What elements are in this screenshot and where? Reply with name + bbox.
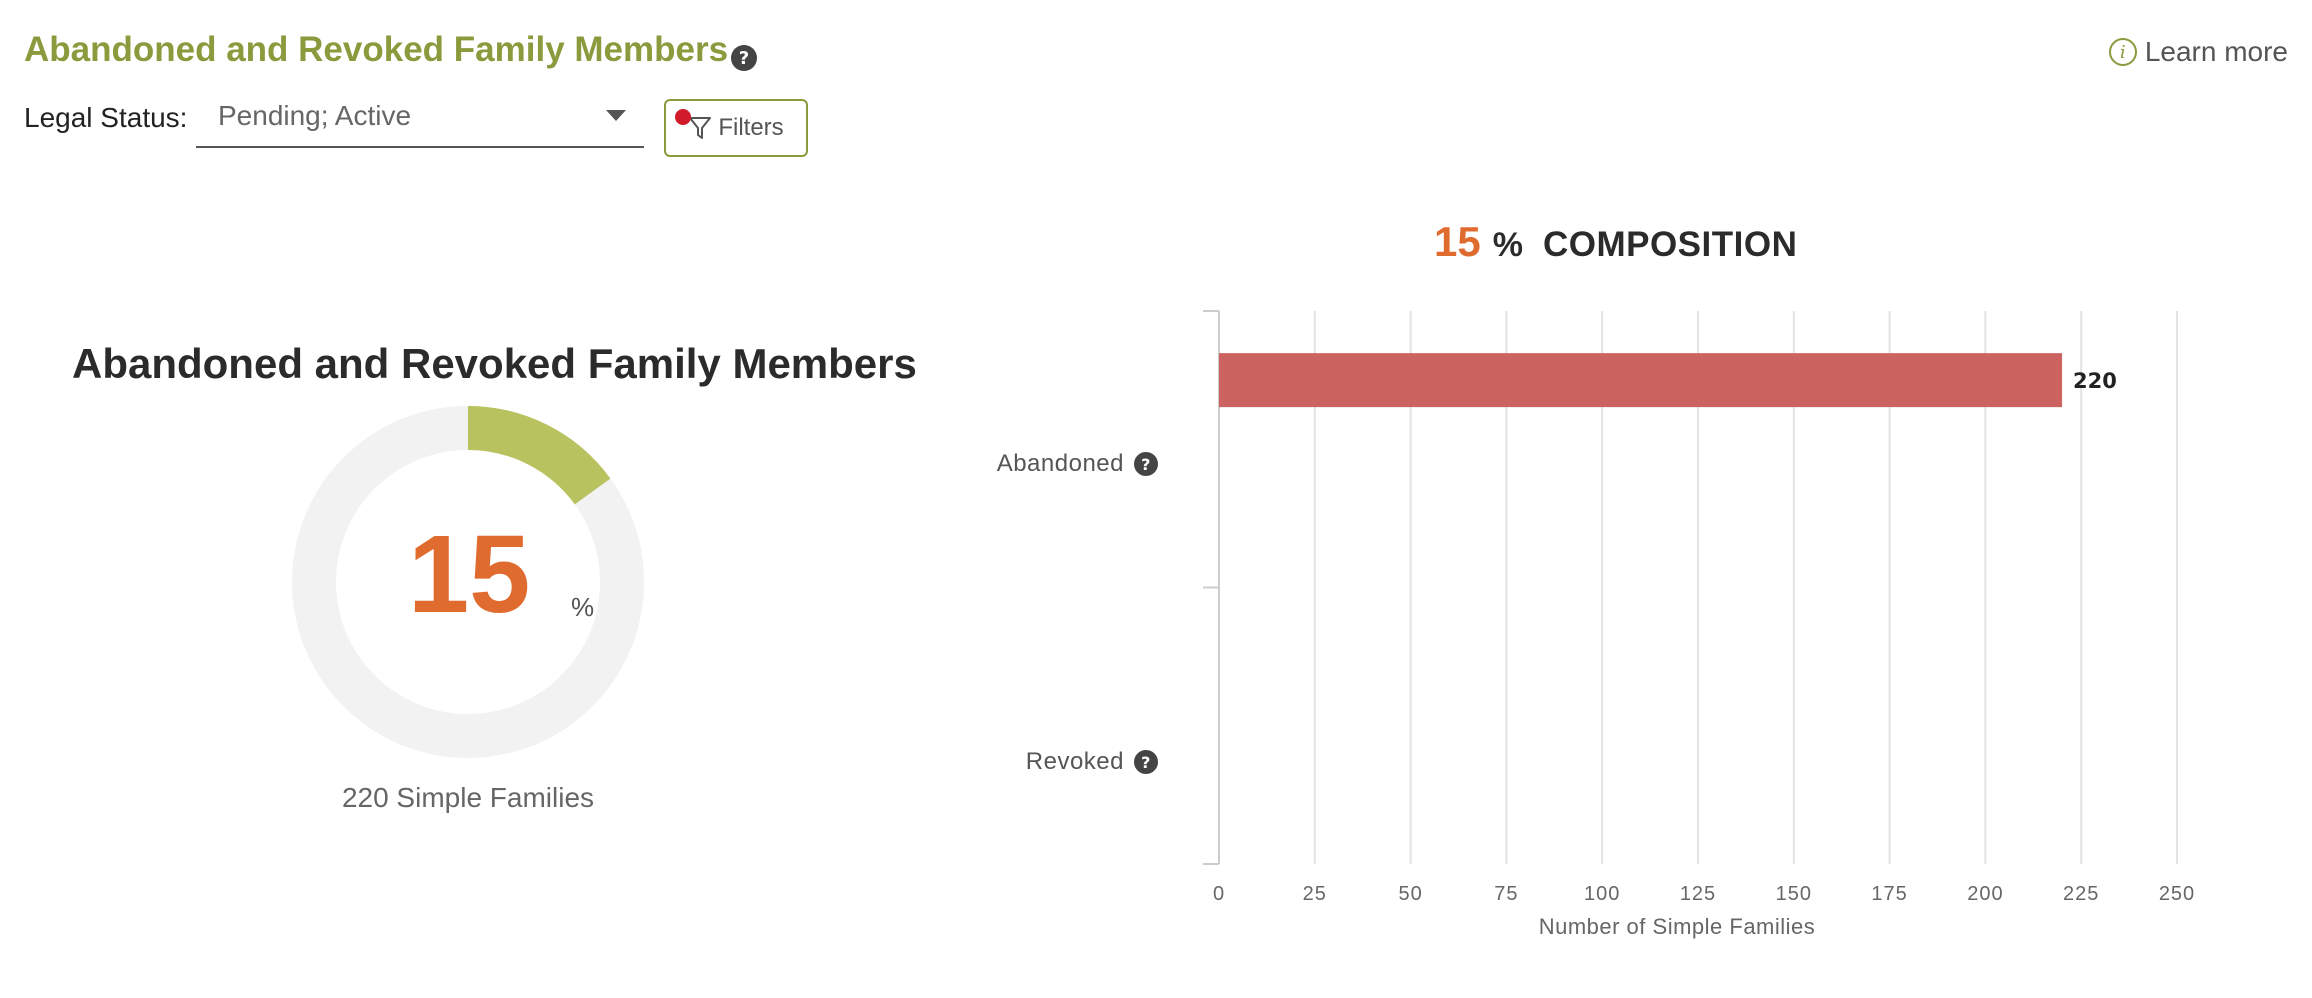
learn-more-label: Learn more	[2144, 36, 2288, 67]
x-tick-label: 100	[1584, 883, 1620, 905]
x-tick-label: 175	[1871, 883, 1907, 905]
donut-value: 15	[408, 513, 531, 636]
donut-caption: 220 Simple Families	[341, 782, 595, 813]
data-label: 220	[2073, 369, 2117, 393]
legal-status-label: Legal Status:	[24, 102, 188, 133]
donut-chart	[292, 406, 644, 758]
x-axis-title: Number of Simple Families	[1539, 914, 1816, 939]
info-icon: i	[2108, 38, 2137, 66]
composition-header: 15 % COMPOSITION	[1434, 218, 1797, 266]
active-filter-indicator	[675, 109, 691, 125]
x-tick-label: 150	[1776, 883, 1812, 905]
learn-more-link[interactable]: i Learn more	[2108, 36, 2288, 68]
donut-arc	[467, 406, 611, 505]
help-icon[interactable]: ?	[1134, 750, 1158, 774]
bar-abandoned	[1219, 353, 2063, 408]
chevron-down-icon	[606, 110, 626, 121]
filters-label: Filters	[718, 114, 784, 141]
x-tick-label: 25	[1303, 883, 1327, 905]
composition-unit: %	[1492, 226, 1523, 264]
category-label-revoked: Revoked ?	[1026, 748, 1158, 776]
legal-status-select[interactable]: Pending; Active	[196, 92, 644, 148]
legal-status-value: Pending; Active	[218, 100, 412, 131]
filter-icon	[689, 117, 712, 139]
x-tick-label: 225	[2063, 883, 2099, 905]
page-title: Abandoned and Revoked Family Members	[24, 30, 729, 69]
donut-title: Abandoned and Revoked Family Members	[72, 340, 917, 387]
x-tick-label: 250	[2159, 883, 2195, 905]
category-label-abandoned: Abandoned ?	[997, 450, 1158, 478]
donut-unit: %	[571, 592, 595, 622]
help-icon[interactable]: ?	[731, 45, 757, 71]
composition-label: COMPOSITION	[1542, 225, 1798, 264]
x-tick-label: 0	[1213, 883, 1225, 905]
help-icon[interactable]: ?	[1134, 452, 1158, 476]
category-label-text: Abandoned	[996, 450, 1124, 477]
x-tick-label: 50	[1398, 883, 1422, 905]
x-tick-label: 125	[1680, 883, 1716, 905]
filters-button[interactable]: Filters	[664, 99, 808, 157]
category-label-text: Revoked	[1025, 748, 1124, 775]
composition-value: 15	[1434, 218, 1481, 265]
x-tick-label: 200	[1967, 883, 2003, 905]
x-tick-label: 75	[1494, 883, 1518, 905]
